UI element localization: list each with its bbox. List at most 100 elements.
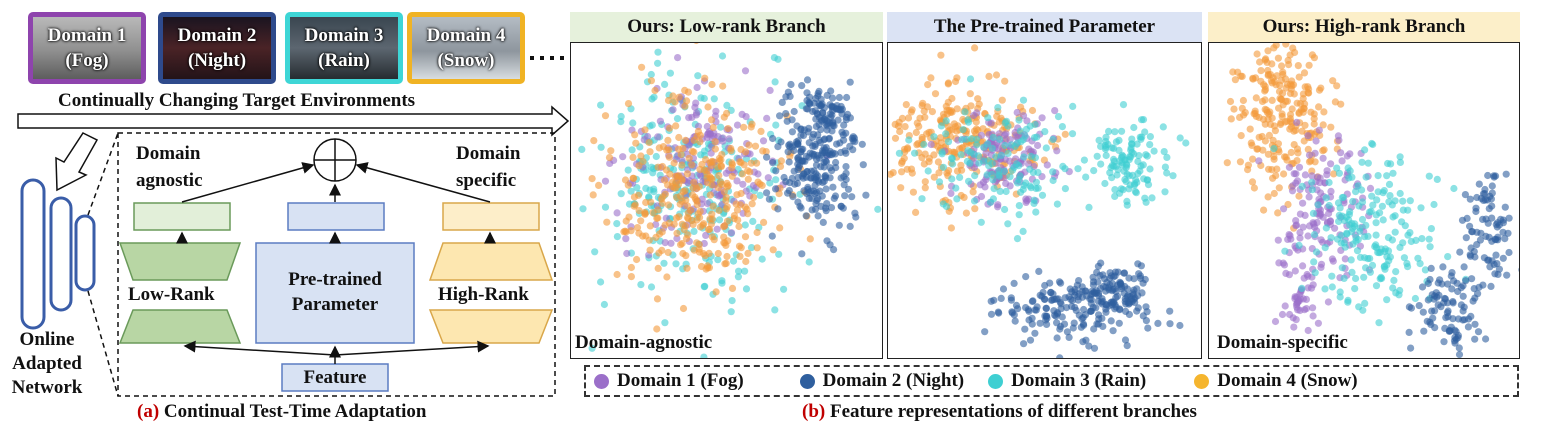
scatter-point-domain-4 [621, 227, 629, 235]
scatter-point-domain-4 [589, 191, 597, 199]
scatter-point-domain-3 [1368, 261, 1377, 269]
scatter-point-domain-4 [588, 175, 596, 183]
scatter-point-domain-3 [1123, 197, 1131, 205]
scatter-point-domain-3 [949, 160, 957, 168]
scatter-point-domain-4 [896, 127, 904, 136]
scatter-point-domain-3 [938, 150, 946, 158]
scatter-point-domain-3 [939, 163, 947, 171]
scatter-point-domain-2 [1415, 302, 1423, 310]
scatter-point-domain-3 [613, 220, 621, 228]
scatter-point-domain-2 [1491, 270, 1499, 278]
scatter-point-domain-2 [817, 101, 825, 109]
scatter-point-domain-1 [673, 234, 681, 243]
scatter-point-domain-3 [1355, 202, 1363, 210]
scatter-point-domain-3 [1125, 156, 1133, 164]
scatter-point-domain-4 [962, 209, 970, 217]
low-rank-label: Low-Rank [128, 284, 215, 305]
scatter-point-domain-2 [1434, 279, 1442, 287]
night-street-image [163, 17, 271, 79]
scatter-point-domain-3 [1013, 235, 1022, 243]
scatter-point-domain-1 [1366, 184, 1375, 192]
pretrained-output-box [287, 202, 385, 231]
scatter-point-domain-2 [1094, 320, 1102, 328]
scatter-point-domain-4 [711, 138, 719, 146]
scatter-point-domain-4 [635, 207, 643, 215]
scatter-point-domain-3 [1015, 202, 1023, 210]
domain-2-name: Domain 2 [177, 25, 257, 46]
scatter-point-domain-2 [803, 89, 811, 97]
scatter-point-domain-2 [1488, 189, 1496, 197]
network-layer-1 [20, 178, 46, 330]
scatter-point-domain-2 [1133, 285, 1141, 293]
scatter-point-domain-1 [623, 249, 631, 258]
scatter-point-domain-2 [1020, 340, 1028, 348]
scatter-point-domain-4 [1293, 99, 1301, 107]
scatter-point-domain-4 [1287, 148, 1295, 157]
scatter-point-domain-3 [1426, 243, 1434, 251]
scatter-point-domain-3 [617, 118, 625, 126]
scatter-point-domain-3 [1111, 192, 1119, 200]
scatter-point-domain-2 [1467, 312, 1475, 320]
scatter-point-domain-4 [979, 125, 987, 133]
scatter-point-domain-4 [776, 162, 785, 170]
scatter-point-domain-3 [627, 187, 635, 195]
scatter-point-domain-3 [1116, 157, 1124, 165]
scatter-point-domain-4 [1283, 117, 1291, 125]
scatter-point-domain-3 [1384, 159, 1392, 168]
scatter-point-domain-4 [736, 252, 744, 260]
scatter-point-domain-2 [1031, 329, 1039, 337]
panel-3-plot: Domain-specific [1208, 42, 1520, 359]
caption-b-tag: (b) [802, 401, 826, 422]
scatter-point-domain-2 [776, 112, 784, 120]
scatter-point-domain-2 [1071, 303, 1079, 312]
scatter-point-domain-3 [1122, 177, 1130, 185]
domain-4-cond: (Snow) [437, 50, 495, 71]
scatter-point-domain-3 [1390, 276, 1398, 284]
scatter-point-domain-1 [1319, 154, 1327, 162]
scatter-point-domain-3 [1389, 169, 1397, 177]
scatter-point-domain-2 [848, 193, 856, 201]
scatter-point-domain-4 [1320, 108, 1328, 116]
scatter-point-domain-2 [1486, 263, 1494, 271]
scatter-point-domain-3 [597, 101, 605, 109]
scatter-point-domain-3 [1002, 187, 1010, 196]
scatter-point-domain-4 [695, 240, 703, 249]
scatter-point-domain-3 [1333, 235, 1342, 243]
scatter-point-domain-2 [765, 195, 773, 203]
scatter-point-domain-3 [1328, 272, 1336, 280]
scatter-point-domain-4 [1286, 111, 1295, 119]
scatter-point-domain-3 [723, 101, 731, 109]
scatter-point-domain-2 [1492, 172, 1500, 180]
scatter-point-domain-1 [1312, 137, 1320, 145]
scatter-point-domain-4 [1265, 131, 1273, 139]
scatter-point-domain-2 [846, 78, 854, 86]
scatter-point-domain-4 [998, 96, 1006, 104]
scatter-point-domain-4 [665, 146, 673, 154]
scatter-point-domain-4 [678, 161, 686, 169]
scatter-point-domain-3 [1298, 284, 1306, 292]
scatter-point-domain-3 [963, 157, 971, 165]
timeline-arrow [17, 105, 570, 137]
scatter-point-domain-4 [715, 172, 723, 180]
scatter-point-domain-2 [1473, 228, 1481, 236]
scatter-point-domain-3 [672, 260, 680, 268]
scatter-point-domain-1 [1290, 170, 1298, 178]
scatter-point-domain-2 [1099, 271, 1107, 279]
scatter-point-domain-2 [1502, 170, 1510, 178]
scatter-point-domain-4 [682, 196, 690, 204]
scatter-point-domain-2 [813, 109, 821, 117]
scatter-point-domain-2 [1492, 251, 1500, 259]
scatter-point-domain-1 [1304, 272, 1312, 280]
scatter-point-domain-3 [1146, 141, 1154, 149]
scatter-point-domain-2 [798, 250, 806, 258]
scatter-point-domain-4 [638, 63, 646, 71]
scatter-point-domain-3 [1339, 193, 1347, 201]
scatter-point-domain-2 [1115, 319, 1123, 327]
scatter-point-domain-4 [985, 72, 993, 80]
scatter-point-domain-1 [1309, 304, 1317, 312]
scatter-point-domain-2 [1065, 333, 1073, 341]
scatter-point-domain-3 [1128, 135, 1136, 143]
scatter-point-domain-2 [1460, 263, 1468, 271]
scatter-point-domain-2 [859, 161, 867, 169]
network-label: Online Adapted Network [4, 328, 90, 400]
